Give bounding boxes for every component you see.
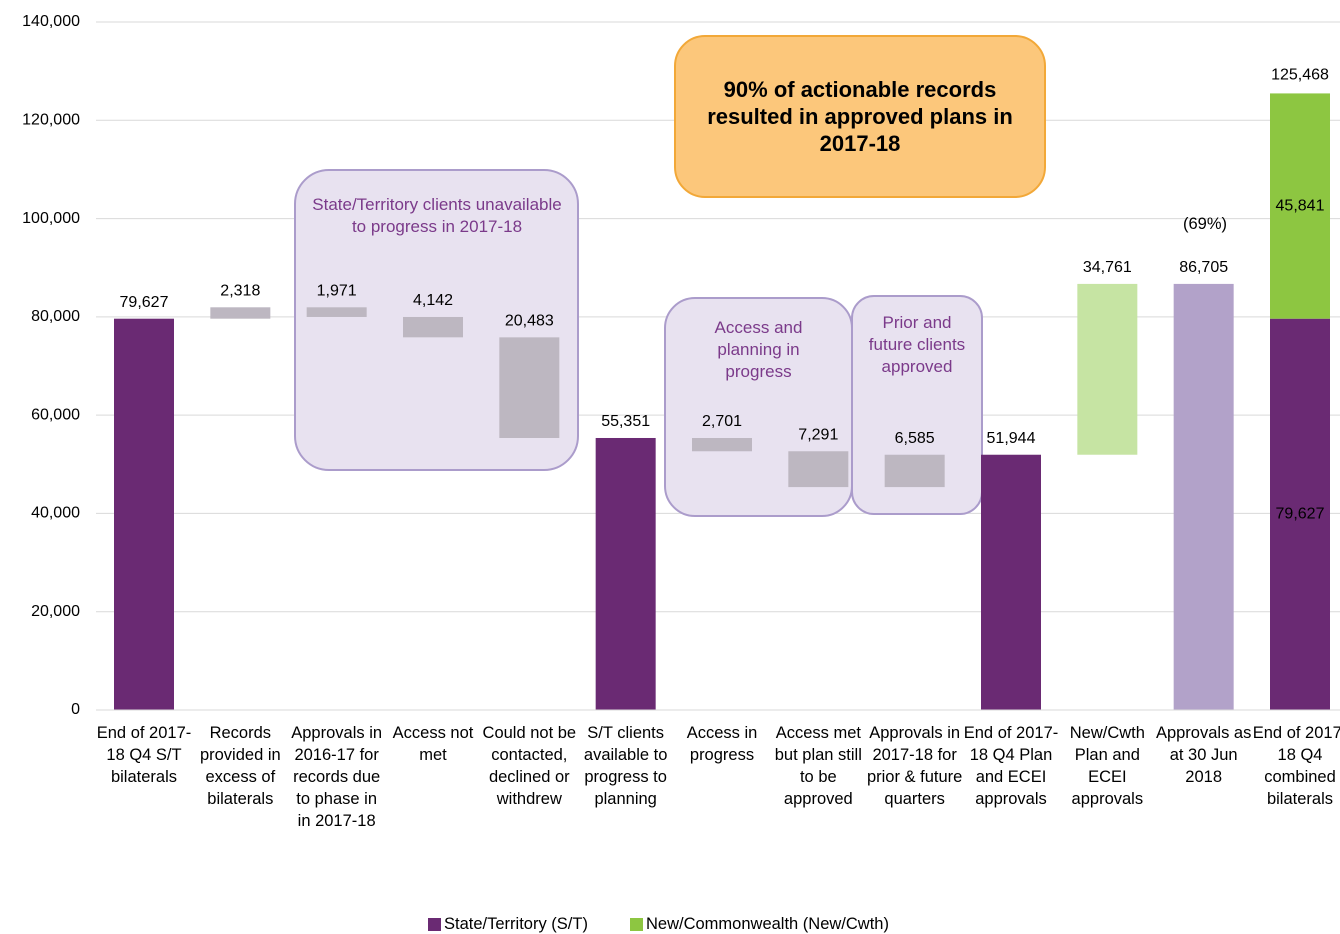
y-tick-label: 20,000: [31, 603, 80, 620]
segment-label: 45,841: [1276, 197, 1325, 214]
x-tick-label: Approvals as at 30 Jun 2018: [1155, 724, 1252, 786]
x-tick-label: Access met but plan still to be approved: [774, 724, 862, 808]
x-tick-label: End of 2017-18 Q4 Plan and ECEI approval…: [963, 724, 1059, 808]
group-label: State/Territory clients unavailable to p…: [312, 195, 562, 236]
callout-box: [674, 35, 1046, 198]
x-tick-label: Approvals in 2016-17 for records due to …: [291, 724, 383, 830]
stack-total-label: 125,468: [1271, 67, 1329, 84]
y-tick-label: 0: [71, 701, 80, 718]
y-tick-label: 100,000: [22, 210, 80, 227]
y-tick-label: 40,000: [31, 505, 80, 522]
bar: [692, 437, 752, 452]
x-tick-label: Approvals in 2017-18 for prior & future …: [866, 724, 963, 808]
bar: [595, 437, 656, 710]
legend-label: State/Territory (S/T): [444, 915, 588, 933]
bar: [403, 316, 463, 338]
y-tick-label: 80,000: [31, 308, 80, 325]
bar: [210, 307, 271, 319]
value-label: 1,971: [317, 283, 357, 300]
bar: [114, 318, 174, 710]
bar: [1173, 283, 1234, 710]
x-tick-label: Could not be contacted, declined or with…: [482, 724, 577, 808]
value-label: 55,351: [601, 413, 650, 430]
legend-swatch: [630, 918, 643, 931]
x-tick-label: Access not met: [392, 724, 474, 764]
value-label: 7,291: [798, 426, 838, 443]
y-tick-label: 140,000: [22, 13, 80, 30]
segment-label: 79,627: [1276, 506, 1325, 523]
value-label: 2,701: [702, 413, 742, 430]
bar: [788, 451, 849, 488]
x-tick-label: Records provided in excess of bilaterals: [199, 724, 281, 808]
bar: [981, 454, 1041, 710]
x-tick-label: End of 2017-18 Q4 S/T bilaterals: [96, 724, 192, 786]
x-tick-label: New/Cwth Plan and ECEI approvals: [1069, 724, 1145, 808]
x-tick-label: End of 2017-18 Q4 combined bilaterals: [1252, 724, 1340, 808]
bar: [884, 454, 945, 488]
stack-segment: [1270, 318, 1330, 710]
group-label: Prior and future clients approved: [868, 313, 966, 376]
value-label: 79,627: [120, 294, 169, 311]
value-label: 34,761: [1083, 259, 1132, 276]
legend-label: New/Commonwealth (New/Cwth): [646, 915, 889, 933]
value-label: 4,142: [413, 292, 453, 309]
group-label: Access and planning in progress: [714, 318, 803, 381]
bar: [306, 307, 367, 317]
legend-swatch: [428, 918, 441, 931]
legend-item: State/Territory (S/T): [428, 915, 588, 934]
annotation: (69%): [1182, 215, 1227, 233]
value-label: 6,585: [895, 430, 935, 447]
callout-text: 90% of actionable records resulted in ap…: [707, 77, 1013, 156]
value-label: 20,483: [505, 313, 554, 330]
stack-segment: [1270, 93, 1330, 319]
value-label: 2,318: [220, 283, 260, 300]
y-tick-label: 120,000: [22, 112, 80, 129]
value-label: 86,705: [1179, 259, 1228, 276]
x-tick-label: Access in progress: [686, 724, 758, 764]
value-label: 51,944: [987, 430, 1036, 447]
bar: [1077, 283, 1138, 455]
bar: [499, 337, 560, 438]
x-tick-label: S/T clients available to progress to pla…: [583, 724, 668, 808]
y-tick-label: 60,000: [31, 406, 80, 423]
legend-item: New/Commonwealth (New/Cwth): [630, 915, 889, 934]
group-box: [851, 295, 983, 515]
